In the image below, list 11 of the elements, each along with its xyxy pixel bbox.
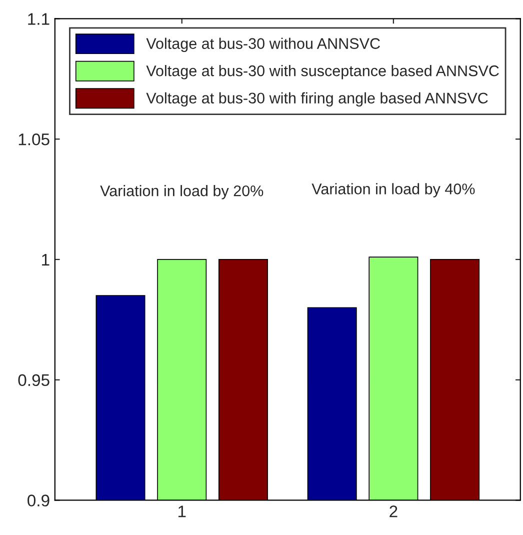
x-tick-label: 2 <box>390 506 398 518</box>
legend-label: Voltage at bus-30 withou ANNSVC <box>146 38 380 52</box>
y-tick-label: 1.1 <box>28 13 50 25</box>
y-tick-label: 1 <box>42 254 50 266</box>
legend-label: Voltage at bus-30 with susceptance based ANNSVC <box>146 65 499 80</box>
legend-label: Voltage at bus-30 with firing angle based ANNSVC <box>146 92 488 107</box>
annotation: Variation in load by 40% <box>312 183 475 198</box>
y-tick-label: 1.05 <box>18 134 50 146</box>
y-tick-label: 0.95 <box>18 374 50 386</box>
annotation: Variation in load by 20% <box>100 185 264 200</box>
y-tick-label: 0.9 <box>28 494 50 506</box>
